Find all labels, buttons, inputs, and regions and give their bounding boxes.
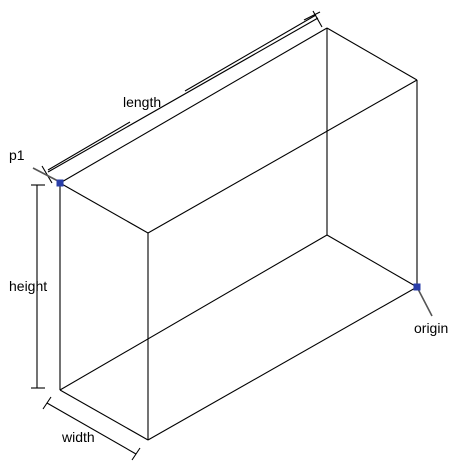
top-right-edge: [147, 79, 418, 234]
bottom-right-edge: [147, 286, 418, 441]
p1-point-marker: [56, 179, 64, 187]
p1-label: p1: [9, 147, 25, 163]
length-extension-right: [312, 10, 323, 28]
front-bottom-edge: [59, 389, 149, 441]
height-label: height: [9, 278, 47, 294]
width-tick-left: [42, 396, 52, 410]
p1-leader: [32, 167, 59, 182]
length-arrow-lower: [47, 121, 131, 171]
length-dimension: [41, 10, 323, 184]
origin-label: origin: [414, 320, 448, 336]
width-label: width: [61, 429, 95, 445]
length-tick-right: [303, 11, 321, 21]
origin-point-marker: [413, 283, 421, 291]
length-label: length: [123, 94, 161, 110]
length-arrow-upper: [184, 14, 317, 92]
width-tick-right: [131, 447, 141, 461]
length-dimension-line: [47, 17, 319, 173]
back-bottom-edge: [326, 234, 418, 288]
width-dimension: [42, 396, 141, 461]
width-dimension-line: [46, 402, 137, 455]
height-dimension: [31, 184, 45, 389]
back-top-edge: [326, 27, 418, 81]
box-wireframe: [59, 27, 418, 441]
top-left-edge: [59, 27, 328, 184]
bottom-left-edge: [59, 234, 328, 391]
origin-leader: [417, 288, 433, 317]
front-top-edge: [59, 182, 149, 234]
